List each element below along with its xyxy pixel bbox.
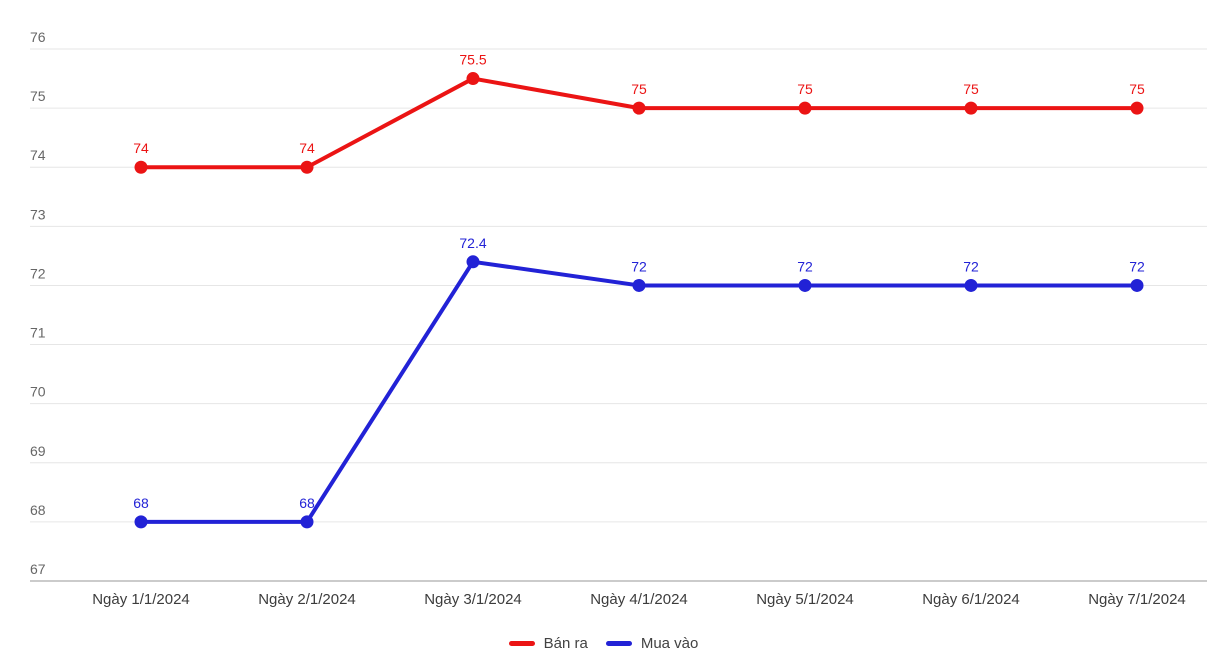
data-point[interactable] (300, 160, 314, 174)
data-label: 75.5 (459, 52, 486, 68)
data-label: 75 (1129, 81, 1145, 97)
legend-label: Mua vào (640, 635, 699, 652)
x-tick-label: Ngày 4/1/2024 (590, 591, 688, 608)
legend-item-mua-vào[interactable]: Mua vào (605, 635, 699, 652)
x-tick-label: Ngày 1/1/2024 (92, 591, 190, 608)
data-label: 72.4 (459, 235, 486, 251)
legend-swatch (605, 641, 632, 646)
y-tick-label: 67 (30, 561, 46, 577)
y-tick-label: 74 (30, 147, 46, 163)
plot-area: 76 75 74 73 72 71 70 69 68 67 Ngày 1/1/2024 Ngày 2/… (30, 29, 1207, 608)
data-label: 72 (631, 258, 647, 274)
data-label: 72 (1129, 258, 1145, 274)
data-label: 75 (797, 81, 813, 97)
series-line-mua-vào (139, 259, 1139, 524)
chart-legend: Bán ra Mua vào (0, 622, 1207, 665)
y-tick-label: 76 (30, 29, 46, 45)
data-point[interactable] (1130, 101, 1144, 115)
data-label: 72 (797, 258, 813, 274)
data-label: 72 (963, 258, 979, 274)
data-label: 75 (963, 81, 979, 97)
data-point[interactable] (632, 101, 646, 115)
data-point[interactable] (1130, 278, 1144, 292)
data-point[interactable] (466, 255, 480, 269)
data-point[interactable] (632, 278, 646, 292)
x-tick-label: Ngày 3/1/2024 (424, 591, 522, 608)
data-point[interactable] (798, 278, 812, 292)
x-tick-label: Ngày 7/1/2024 (1088, 591, 1186, 608)
legend-swatch (508, 641, 535, 646)
x-tick-label: Ngày 5/1/2024 (756, 591, 854, 608)
data-point[interactable] (300, 515, 314, 529)
y-tick-label: 71 (30, 325, 46, 341)
data-label: 68 (299, 495, 315, 511)
data-label: 74 (133, 140, 149, 156)
data-point[interactable] (964, 101, 978, 115)
data-point[interactable] (964, 278, 978, 292)
data-point[interactable] (466, 72, 480, 86)
y-tick-label: 73 (30, 206, 46, 222)
data-label: 74 (299, 140, 315, 156)
legend-label: Bán ra (543, 635, 588, 652)
data-point[interactable] (134, 160, 148, 174)
y-tick-label: 70 (30, 384, 46, 400)
data-point[interactable] (798, 101, 812, 115)
y-tick-label: 68 (30, 502, 46, 518)
y-tick-label: 72 (30, 265, 46, 281)
y-tick-label: 75 (30, 88, 46, 104)
x-tick-label: Ngày 2/1/2024 (258, 591, 356, 608)
y-tick-label: 69 (30, 443, 46, 459)
data-label: 68 (133, 495, 149, 511)
legend-item-bán-ra[interactable]: Bán ra (508, 635, 588, 652)
data-point[interactable] (134, 515, 148, 529)
x-tick-label: Ngày 6/1/2024 (922, 591, 1020, 608)
data-label: 75 (631, 81, 647, 97)
